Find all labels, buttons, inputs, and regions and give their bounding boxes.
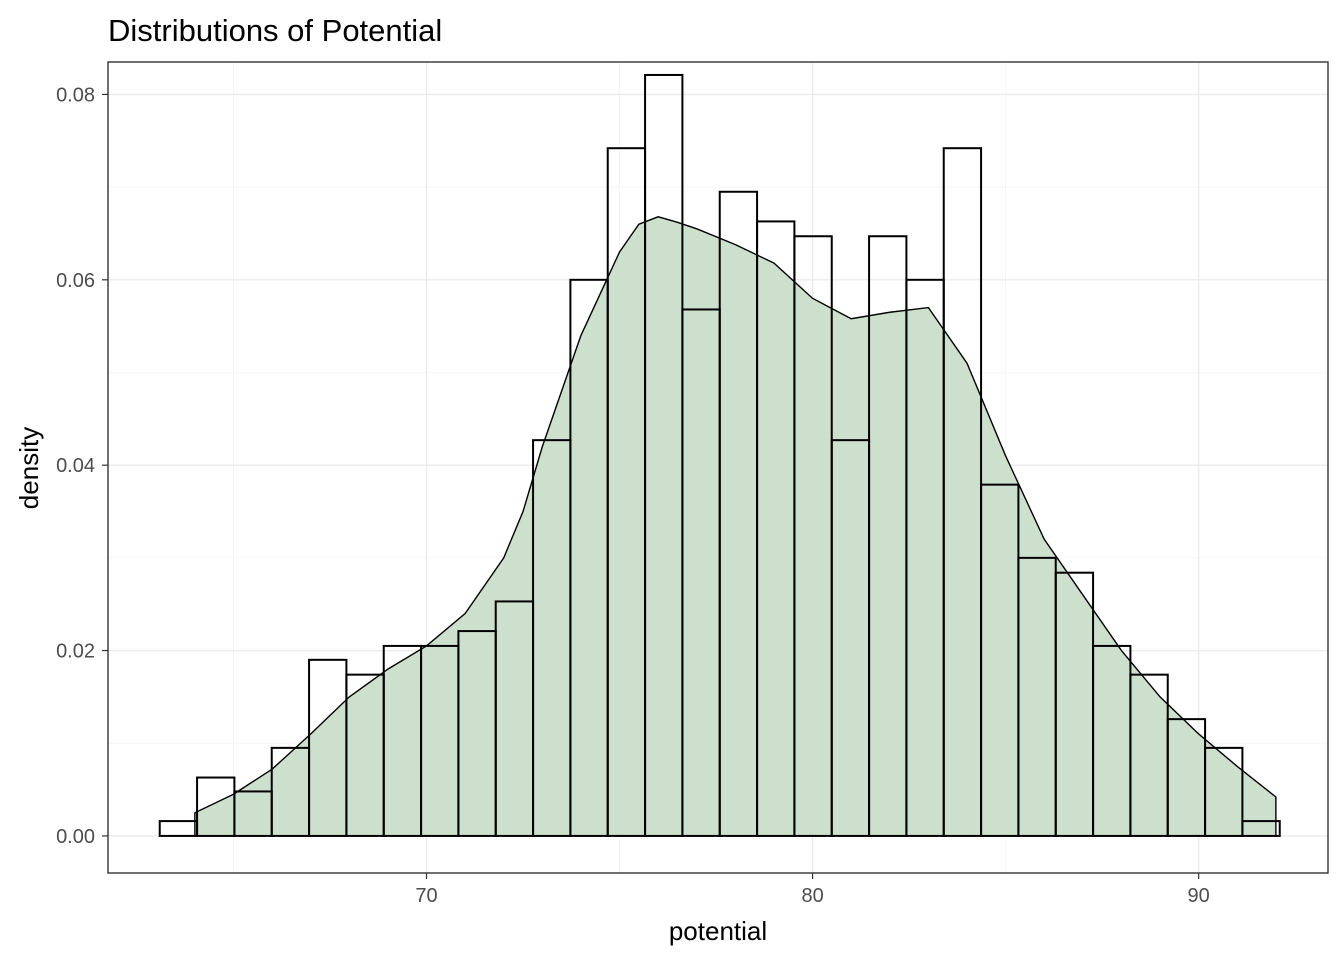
x-tick-label: 90 (1188, 885, 1210, 907)
histogram-bar (1204, 746, 1244, 837)
histogram-bar (1241, 820, 1281, 837)
y-tick-label: 0.08 (56, 84, 95, 106)
chart-title: Distributions of Potential (108, 13, 442, 48)
y-tick-label: 0.04 (56, 455, 95, 477)
x-axis-title: potential (669, 916, 767, 946)
x-tick-label: 70 (415, 885, 437, 907)
y-axis: 0.00 0.02 0.04 0.06 0.08 (56, 84, 108, 848)
y-tick-label: 0.02 (56, 641, 95, 663)
y-axis-title: density (14, 427, 44, 509)
histogram-bars (158, 73, 1281, 837)
density-area (194, 216, 1276, 836)
y-tick-label: 0.06 (56, 270, 95, 292)
x-tick-label: 80 (801, 885, 823, 907)
y-tick-label: 0.00 (56, 826, 95, 848)
x-axis: 70 80 90 (415, 873, 1210, 907)
density-curve (194, 216, 1277, 836)
panel-border (107, 61, 1329, 874)
